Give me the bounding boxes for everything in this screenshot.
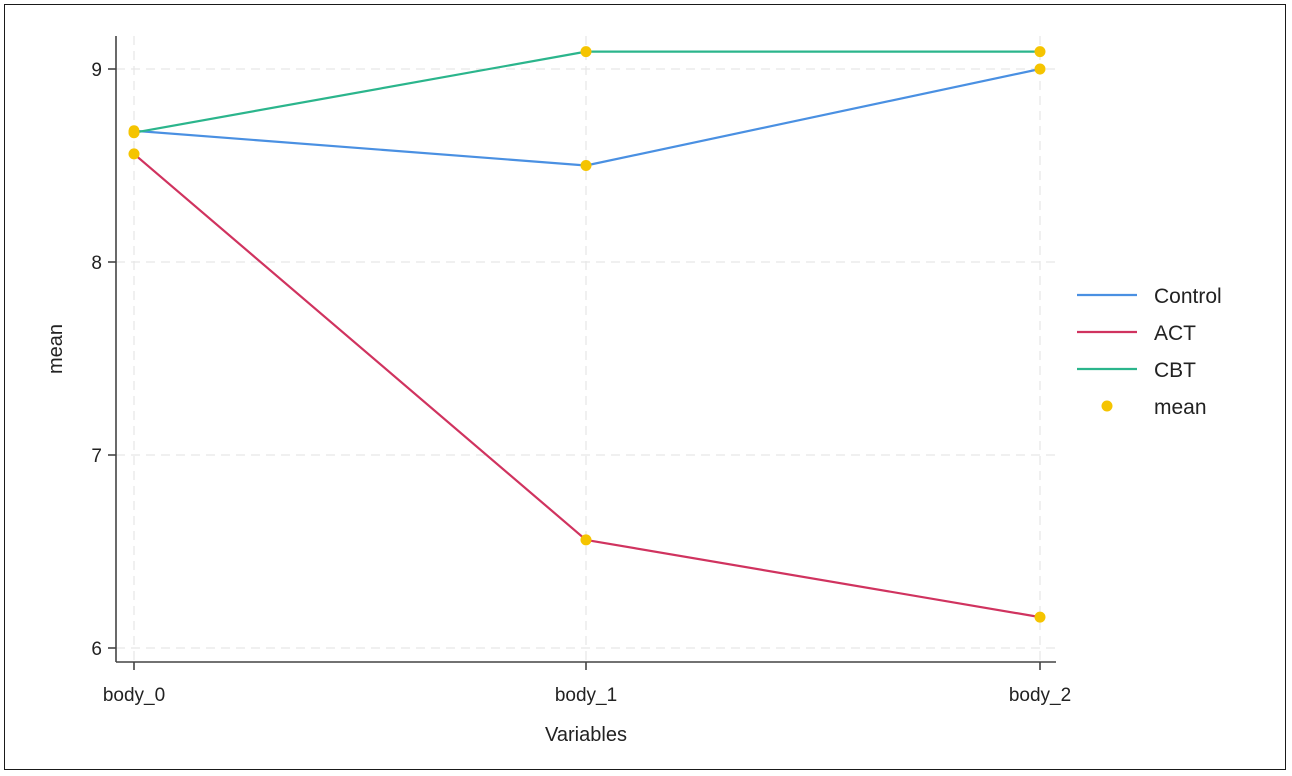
legend-label-control: Control: [1154, 285, 1222, 308]
y-axis-title: mean: [45, 324, 67, 374]
y-tick-label: 9: [91, 60, 102, 81]
legend-label-mean: mean: [1154, 396, 1207, 419]
mean-marker: [580, 46, 592, 58]
mean-marker: [580, 534, 592, 546]
y-tick-label: 6: [91, 639, 102, 660]
mean-marker: [1034, 63, 1046, 75]
series-line-control: [133, 67, 1041, 167]
legend-label-cbt: CBT: [1154, 359, 1196, 382]
mean-marker: [128, 148, 140, 160]
mean-marker: [1034, 611, 1046, 623]
legend-label-act: ACT: [1154, 322, 1196, 345]
x-tick-label: body_1: [555, 685, 617, 706]
gridlines: [116, 36, 1056, 662]
mean-marker: [1034, 46, 1046, 58]
x-tick-label: body_0: [103, 685, 165, 706]
axes: [108, 36, 1056, 670]
legend-swatch-mean: [1101, 400, 1113, 412]
series-line-act: [133, 153, 1041, 619]
mean-marker: [128, 127, 140, 139]
legend: Control ACT CBT mean: [1077, 285, 1222, 419]
x-axis-title: Variables: [545, 724, 627, 746]
series-lines: [133, 50, 1041, 619]
mean-markers: [128, 46, 1046, 623]
y-tick-label: 7: [91, 446, 102, 467]
y-tick-label: 8: [91, 253, 102, 274]
chart-frame: [4, 4, 1286, 770]
tick-labels: 6 7 8 9 body_0 body_1 body_2: [91, 60, 1071, 706]
mean-marker: [580, 160, 592, 171]
series-line-cbt: [133, 50, 1040, 134]
x-tick-label: body_2: [1009, 685, 1071, 706]
